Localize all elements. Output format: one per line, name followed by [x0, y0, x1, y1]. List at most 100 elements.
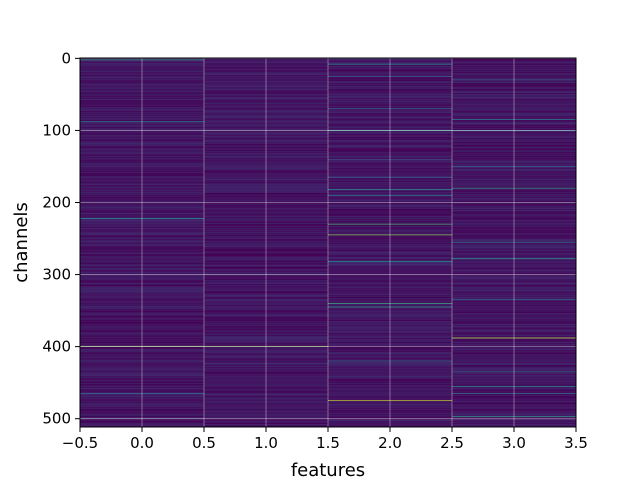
heatmap-cell — [452, 165, 576, 167]
heatmap-cell — [452, 367, 576, 369]
heatmap-cell — [328, 112, 452, 114]
heatmap-cell — [452, 147, 576, 149]
heatmap-cell — [452, 272, 576, 274]
heatmap-cell — [80, 169, 204, 171]
heatmap-cell — [328, 414, 452, 416]
heatmap-cell — [204, 199, 328, 201]
heatmap-cell — [80, 232, 204, 234]
heatmap-cell — [204, 384, 328, 386]
heatmap-cell — [328, 194, 452, 196]
heatmap-cell — [204, 190, 328, 192]
heatmap-cell — [80, 131, 204, 133]
heatmap-cell — [328, 361, 452, 363]
heatmap-cell — [204, 96, 328, 98]
heatmap-cell — [328, 328, 452, 331]
heatmap-cell — [328, 163, 452, 165]
heatmap-cell — [204, 221, 328, 223]
heatmap-cell — [452, 277, 576, 279]
heatmap-cell — [80, 194, 204, 196]
heatmap-cell — [80, 337, 204, 339]
heatmap-cell — [204, 290, 328, 292]
heatmap-cell — [204, 396, 328, 398]
heatmap-cell — [452, 407, 576, 409]
heatmap-cell — [80, 69, 204, 71]
heatmap-cell — [204, 413, 328, 415]
heatmap-cell — [204, 226, 328, 228]
heatmap-cell — [328, 237, 452, 239]
heatmap-cell — [328, 171, 452, 173]
heatmap-cell — [452, 365, 576, 367]
heatmap-cell — [452, 178, 576, 180]
heatmap-cell — [204, 327, 328, 329]
heatmap-cell — [328, 188, 452, 190]
heatmap-cell — [452, 349, 576, 351]
heatmap-cell — [80, 160, 204, 162]
heatmap-cell — [452, 192, 576, 194]
heatmap-cell — [452, 112, 576, 114]
heatmap-cell — [80, 98, 204, 100]
heatmap-cell — [204, 156, 328, 158]
heatmap-cell — [204, 382, 328, 384]
heatmap-cell — [204, 243, 328, 245]
heatmap-cell — [204, 105, 328, 107]
heatmap-cell — [328, 185, 452, 187]
heatmap-cell — [452, 105, 576, 107]
heatmap-cell — [328, 164, 452, 166]
heatmap-cell — [80, 388, 204, 390]
heatmap-cell — [204, 153, 328, 155]
heatmap-cell — [328, 117, 452, 119]
heatmap-cell — [80, 285, 204, 287]
heatmap-cell — [328, 102, 452, 104]
heatmap-cell — [80, 166, 204, 168]
heatmap-cell — [452, 239, 576, 241]
heatmap-cell — [328, 204, 452, 206]
heatmap-cell — [204, 207, 328, 209]
heatmap-cell — [328, 158, 452, 160]
heatmap-cell — [328, 99, 452, 101]
heatmap-cell — [452, 246, 576, 248]
heatmap-cell — [328, 277, 452, 279]
heatmap-cell — [328, 353, 452, 355]
heatmap-cell — [452, 311, 576, 313]
heatmap-cell — [80, 309, 204, 311]
heatmap-cell — [452, 117, 576, 119]
heatmap-cell — [204, 178, 328, 180]
heatmap-cell — [452, 88, 576, 91]
heatmap-cell — [328, 229, 452, 231]
heatmap-cell — [328, 304, 452, 306]
heatmap-cell — [328, 199, 452, 201]
heatmap-cell — [328, 351, 452, 353]
heatmap-cell — [204, 347, 328, 349]
heatmap-cell — [80, 78, 204, 80]
heatmap-cell — [452, 210, 576, 212]
heatmap-cell — [328, 251, 452, 253]
heatmap-cell — [328, 314, 452, 316]
heatmap-cell — [80, 230, 204, 232]
heatmap-cell — [80, 97, 204, 99]
heatmap-cell — [80, 395, 204, 397]
heatmap-cell — [452, 142, 576, 144]
heatmap-cell — [328, 345, 452, 347]
heatmap-cell — [452, 378, 576, 380]
heatmap-cell — [452, 215, 576, 217]
heatmap-cell — [452, 274, 576, 276]
heatmap-cell — [452, 155, 576, 157]
heatmap-cell — [328, 407, 452, 409]
heatmap-cell — [452, 199, 576, 201]
heatmap-cell — [452, 216, 576, 218]
heatmap-cell — [328, 318, 452, 320]
heatmap-cell — [80, 421, 204, 423]
heatmap-cell — [452, 242, 576, 244]
heatmap-cell — [204, 411, 328, 413]
heatmap-cell — [204, 394, 328, 396]
heatmap-cell — [204, 60, 328, 62]
heatmap-cell — [328, 365, 452, 367]
heatmap-cell — [80, 315, 204, 317]
heatmap-cell — [452, 381, 576, 383]
heatmap-cell — [452, 376, 576, 378]
heatmap-cell — [204, 391, 328, 393]
heatmap-cell — [328, 145, 452, 147]
heatmap-cell — [328, 247, 452, 249]
heatmap-cell — [80, 94, 204, 96]
heatmap-cell — [204, 208, 328, 210]
